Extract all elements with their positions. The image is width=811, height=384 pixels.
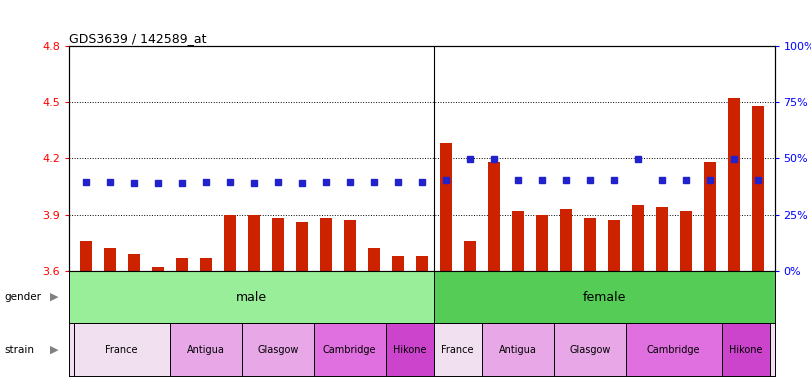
Bar [607,220,620,271]
Bar [440,143,452,271]
Bar [272,218,284,271]
Bar [242,323,314,376]
Bar [680,211,692,271]
Bar [727,98,740,271]
Text: Antigua: Antigua [187,345,225,355]
Bar [434,271,775,323]
Bar [74,323,169,376]
Bar [704,162,716,271]
Bar [416,256,427,271]
Bar [224,215,236,271]
Bar [296,222,307,271]
Text: France: France [105,345,138,355]
Bar [104,248,116,271]
Text: Cambridge: Cambridge [647,345,701,355]
Text: GDS3639 / 142589_at: GDS3639 / 142589_at [69,32,207,45]
Bar [69,271,434,323]
Bar [434,323,482,376]
Bar [464,241,476,271]
Bar [320,218,332,271]
Bar [79,241,92,271]
Bar [128,254,139,271]
Bar [247,215,260,271]
Bar [554,323,626,376]
Text: male: male [236,291,267,304]
Text: Hikone: Hikone [393,345,427,355]
Bar [626,323,722,376]
Text: gender: gender [4,292,41,302]
Bar [536,215,547,271]
Bar [656,207,667,271]
Text: strain: strain [4,345,34,355]
Bar [632,205,644,271]
Bar [344,220,356,271]
Bar [392,256,404,271]
Bar [482,323,554,376]
Bar [169,323,242,376]
Text: Antigua: Antigua [499,345,537,355]
Bar [487,162,500,271]
Bar [152,267,164,271]
Text: ▶: ▶ [50,292,58,302]
Bar [176,258,187,271]
Text: France: France [441,345,474,355]
Bar [560,209,572,271]
Bar [752,106,764,271]
Bar [386,323,434,376]
Text: Glasgow: Glasgow [257,345,298,355]
Text: female: female [582,291,626,304]
Bar [512,211,524,271]
Bar [367,248,380,271]
Bar [584,218,596,271]
Bar [314,323,386,376]
Bar [200,258,212,271]
Text: ▶: ▶ [50,345,58,355]
Text: Cambridge: Cambridge [323,345,376,355]
Bar [722,323,770,376]
Text: Glasgow: Glasgow [569,345,611,355]
Text: Hikone: Hikone [729,345,762,355]
